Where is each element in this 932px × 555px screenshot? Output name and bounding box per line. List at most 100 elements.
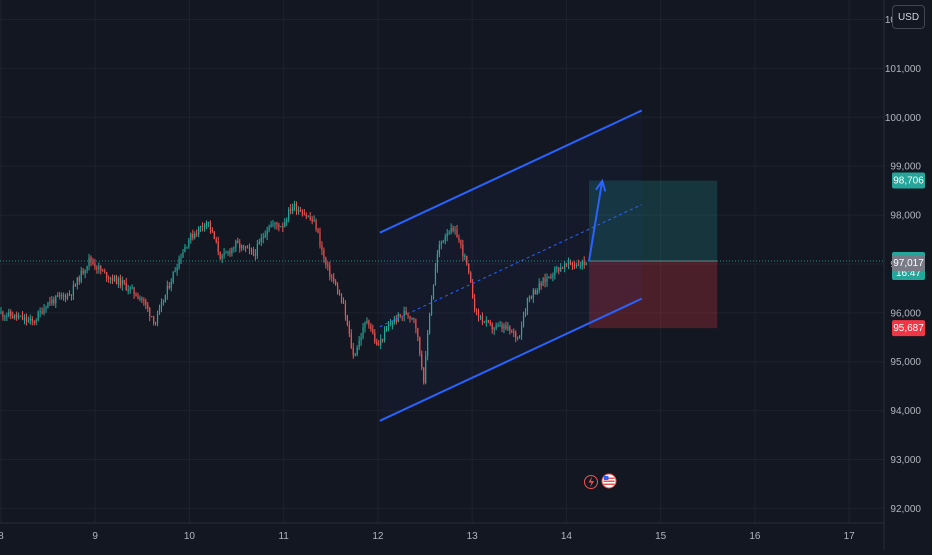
candle-body: [368, 320, 370, 326]
event-markers[interactable]: [584, 473, 617, 489]
candle-body: [340, 295, 343, 303]
candle-body: [297, 209, 300, 212]
candle-body: [378, 344, 380, 346]
candle-body: [84, 270, 86, 274]
candle-body: [542, 278, 544, 286]
candle-body: [354, 354, 356, 356]
candle-body: [579, 265, 581, 267]
candle-body: [256, 244, 258, 256]
candle-body: [239, 243, 241, 249]
candle-body: [517, 336, 519, 338]
candle-body: [2, 311, 4, 317]
candle-body: [421, 353, 423, 368]
candle-body: [336, 285, 339, 294]
x-tick-label: 9: [92, 531, 98, 542]
candle-body: [235, 240, 237, 248]
candle-body: [507, 326, 509, 329]
us-flag-icon[interactable]: [601, 473, 617, 489]
candle-body: [49, 302, 51, 304]
candle-body: [117, 277, 120, 284]
candle-body: [550, 276, 552, 278]
candle-body: [217, 241, 219, 252]
candle-body: [290, 209, 292, 211]
candle-body: [577, 264, 579, 266]
candle-body: [74, 285, 76, 287]
price-axis[interactable]: [0, 0, 885, 550]
candle-body: [395, 318, 397, 322]
candle-body: [174, 271, 176, 273]
candle-body: [338, 293, 341, 296]
candle-body: [415, 319, 417, 329]
target-zone: [589, 180, 718, 262]
candle-body: [335, 281, 337, 286]
candle-body: [53, 299, 55, 304]
candle-body: [387, 325, 390, 330]
candle-body: [370, 325, 372, 330]
candle-body: [511, 331, 513, 333]
candle-body: [215, 239, 217, 242]
candle-body: [440, 242, 442, 245]
y-tick-label: 94,000: [890, 406, 921, 417]
candle-body: [213, 231, 215, 240]
candle-body: [141, 298, 143, 300]
candle-body: [14, 314, 16, 319]
candle-body: [372, 329, 374, 334]
candle-body: [548, 276, 550, 278]
candle-body: [131, 287, 133, 289]
price-label-text: 95,687: [893, 323, 924, 334]
candle-body: [432, 284, 435, 300]
candle-body: [417, 328, 419, 338]
candle-body: [17, 316, 20, 318]
candle-body: [209, 221, 211, 230]
candle-body: [495, 325, 497, 329]
candle-body: [364, 322, 366, 328]
trend-channel[interactable]: [0, 109, 884, 422]
candle-body: [452, 227, 454, 231]
candle-body: [522, 316, 525, 327]
currency-button[interactable]: USD: [892, 5, 925, 29]
candle-body: [59, 295, 61, 297]
candle-body: [268, 227, 270, 231]
candle-body: [444, 236, 446, 242]
candle-body: [438, 244, 440, 254]
candle-body: [180, 257, 182, 259]
candle-body: [243, 245, 245, 247]
price-label-text: 98,706: [893, 176, 924, 187]
candle-body: [286, 219, 288, 222]
candle-body: [278, 224, 280, 228]
candle-body: [31, 318, 33, 322]
candle-body: [133, 287, 135, 294]
candle-body: [540, 283, 542, 286]
candle-body: [356, 347, 358, 355]
candle-body: [21, 315, 24, 320]
candle-body: [129, 287, 131, 290]
candle-body: [456, 229, 458, 238]
x-tick-label: 17: [844, 531, 856, 542]
candle-body: [544, 278, 546, 283]
candle-body: [475, 309, 478, 311]
candle-body: [145, 300, 147, 305]
candle-body: [442, 241, 444, 243]
candle-body: [199, 225, 202, 228]
x-tick-label: 10: [184, 531, 196, 542]
candle-body: [321, 245, 323, 251]
candle-body: [246, 247, 249, 249]
candle-body: [293, 204, 296, 207]
candle-body: [201, 225, 204, 227]
candle-body: [6, 315, 8, 317]
x-tick-label: 14: [561, 531, 573, 542]
candle-body: [260, 238, 262, 243]
candle-body: [106, 272, 108, 279]
candle-body: [262, 237, 264, 239]
candle-body: [348, 324, 350, 334]
candle-body: [96, 267, 98, 270]
lightning-event-icon[interactable]: [584, 475, 598, 489]
candle-body: [485, 320, 487, 322]
candle-body: [64, 295, 67, 299]
candle-body: [0, 311, 2, 313]
candle-body: [98, 266, 100, 270]
arrow-head: [595, 178, 607, 192]
projection-arrow: [588, 180, 604, 262]
